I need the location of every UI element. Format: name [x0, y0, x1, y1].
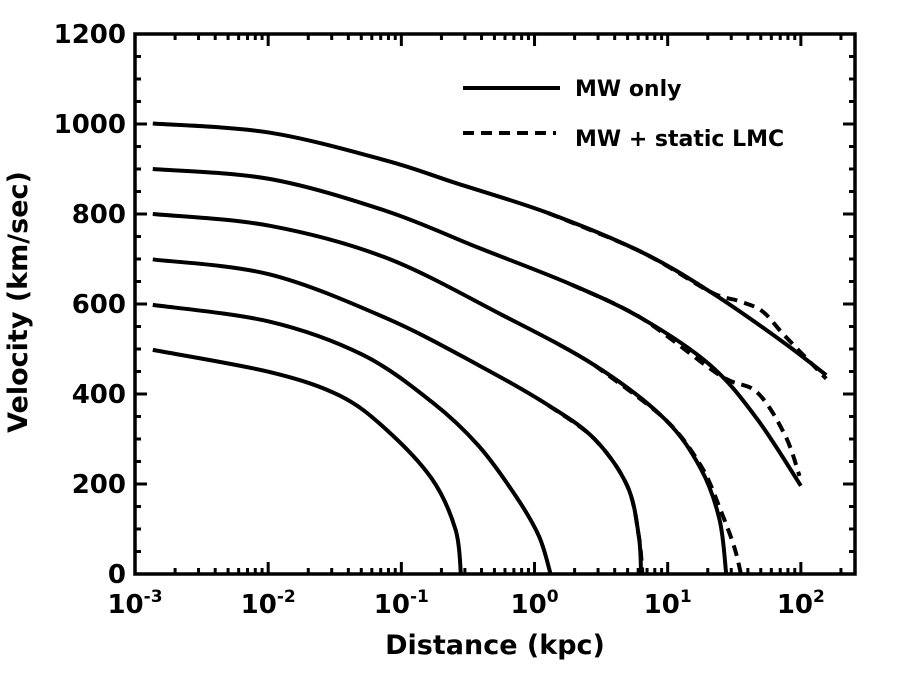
x-tick-base: 10 [107, 590, 143, 620]
x-tick-exponent: 0 [547, 587, 559, 607]
legend-label-mw-only: MW only [575, 77, 681, 102]
y-tick-label: 0 [108, 560, 126, 590]
y-tick-label: 600 [72, 290, 126, 320]
y-tick-label: 200 [72, 470, 126, 500]
x-tick-exponent: 1 [680, 587, 692, 607]
x-tick-exponent: -1 [410, 587, 429, 607]
series-lines [152, 121, 828, 575]
solid-series-line-5 [152, 347, 463, 575]
y-axis-label: Velocity (km/sec) [3, 171, 34, 433]
x-tick-base: 10 [644, 590, 680, 620]
solid-series-line-4 [152, 302, 553, 575]
solid-series-line-0 [152, 121, 828, 377]
solid-series-line-3 [152, 257, 644, 575]
dashed-series-line-6 [547, 211, 828, 381]
x-tick-label: 10-2 [241, 587, 296, 620]
x-tick-label: 102 [777, 587, 825, 620]
x-tick-label: 100 [511, 587, 559, 620]
x-tick-base: 10 [511, 590, 547, 620]
x-tick-base: 10 [777, 590, 813, 620]
plot-frame [133, 32, 857, 576]
dashed-series-line-9 [547, 403, 645, 575]
y-tick-label: 400 [72, 380, 126, 410]
y-tick-label: 1000 [54, 110, 126, 140]
legend-label-mw-lmc: MW + static LMC [575, 127, 784, 152]
x-tick-labels: 10-3 10-2 10-1 100 101 102 [107, 587, 824, 620]
y-tick-label: 800 [72, 200, 126, 230]
x-tick-base: 10 [374, 590, 410, 620]
dashed-series-line-7 [570, 282, 802, 477]
x-tick-exponent: 2 [813, 587, 825, 607]
legend: MW only MW + static LMC [463, 77, 784, 152]
x-tick-label: 101 [644, 587, 692, 620]
y-tick-labels: 0 200 400 600 800 1000 1200 [54, 20, 126, 590]
x-axis-label: Distance (kpc) [385, 630, 605, 661]
y-tick-label: 1200 [54, 20, 126, 50]
dashed-series-line-8 [593, 363, 743, 575]
x-tick-label: 10-1 [374, 587, 429, 620]
x-tick-exponent: -2 [277, 587, 296, 607]
x-tick-exponent: -3 [144, 587, 163, 607]
solid-series-line-1 [152, 167, 803, 487]
x-tick-label: 10-3 [107, 587, 162, 620]
x-tick-base: 10 [241, 590, 277, 620]
